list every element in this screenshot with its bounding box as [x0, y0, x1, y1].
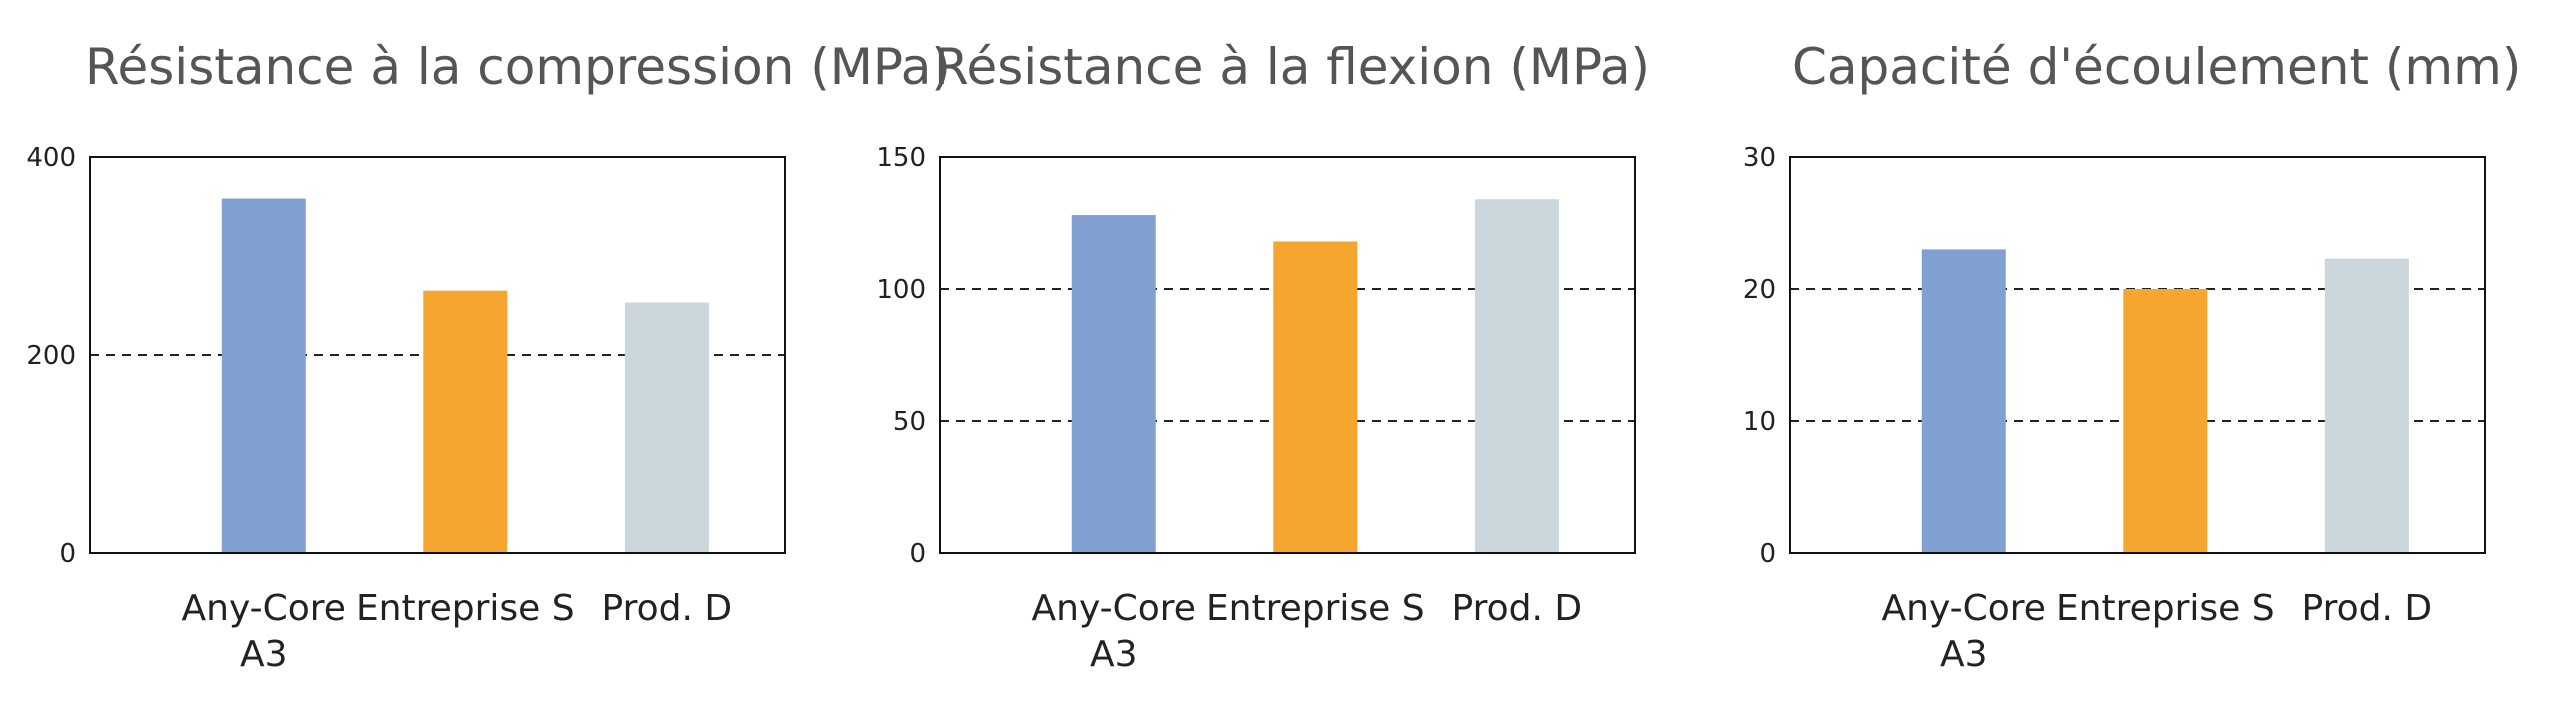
y-tick-label: 10 — [1743, 407, 1776, 437]
chart-panel-flexion: Résistance à la flexion (MPa) 0 50 100 150 A… — [850, 0, 1700, 713]
y-tick-label: 30 — [1743, 143, 1776, 173]
y-tick-label: 50 — [893, 407, 926, 437]
chart-title: Résistance à la flexion (MPa) — [934, 38, 1651, 96]
bar-3 — [1474, 199, 1559, 554]
category-label: A3 — [240, 634, 288, 675]
y-tick-label: 0 — [1759, 539, 1776, 569]
category-label: Entreprise S — [1206, 588, 1425, 629]
category-label: A3 — [1940, 634, 1988, 675]
bar-2 — [423, 290, 508, 553]
category-label: Prod. D — [2302, 588, 2433, 629]
y-tick-label: 200 — [26, 341, 76, 371]
chart-title: Résistance à la compression (MPa) — [85, 38, 951, 96]
category-label: Prod. D — [1452, 588, 1583, 629]
chart-panel-compression: Résistance à la compression (MPa) 0 200 40… — [0, 0, 951, 713]
bar-chart-compression: 0 200 400 Any-Core A3 Entreprise S Prod. D — [26, 143, 786, 675]
bar-3 — [624, 302, 709, 553]
bar-1 — [221, 198, 306, 553]
bar-1 — [1921, 249, 2006, 553]
bar-chart-ecoulement: 0 10 20 30 Any-Core A3 Entreprise S Prod. D — [1743, 143, 2486, 675]
bar-chart-flexion: 0 50 100 150 Any-Core A3 Entreprise S Prod. D — [876, 143, 1636, 675]
category-label: Prod. D — [602, 588, 733, 629]
y-tick-label: 100 — [876, 275, 926, 305]
chart-title: Capacité d'écoulement (mm) — [1792, 38, 2522, 96]
category-label: Any-Core — [1032, 588, 1196, 629]
bar-1 — [1071, 215, 1156, 553]
bar-2 — [1273, 241, 1358, 554]
category-label: Any-Core — [182, 588, 346, 629]
category-label: Entreprise S — [356, 588, 575, 629]
y-tick-label: 150 — [876, 143, 926, 173]
y-tick-label: 400 — [26, 143, 76, 173]
plot-frame — [1789, 156, 2486, 554]
y-tick-label: 0 — [909, 539, 926, 569]
plot-frame — [89, 156, 786, 554]
category-label: Entreprise S — [2056, 588, 2275, 629]
bar-2 — [2123, 289, 2208, 553]
plot-frame — [939, 156, 1636, 554]
y-tick-label: 20 — [1743, 275, 1776, 305]
chart-panel-ecoulement: Capacité d'écoulement (mm) 0 10 20 30 Any-Co… — [1700, 0, 2560, 713]
category-label: A3 — [1090, 634, 1138, 675]
category-label: Any-Core — [1882, 588, 2046, 629]
y-tick-label: 0 — [59, 539, 76, 569]
bar-3 — [2324, 258, 2409, 553]
